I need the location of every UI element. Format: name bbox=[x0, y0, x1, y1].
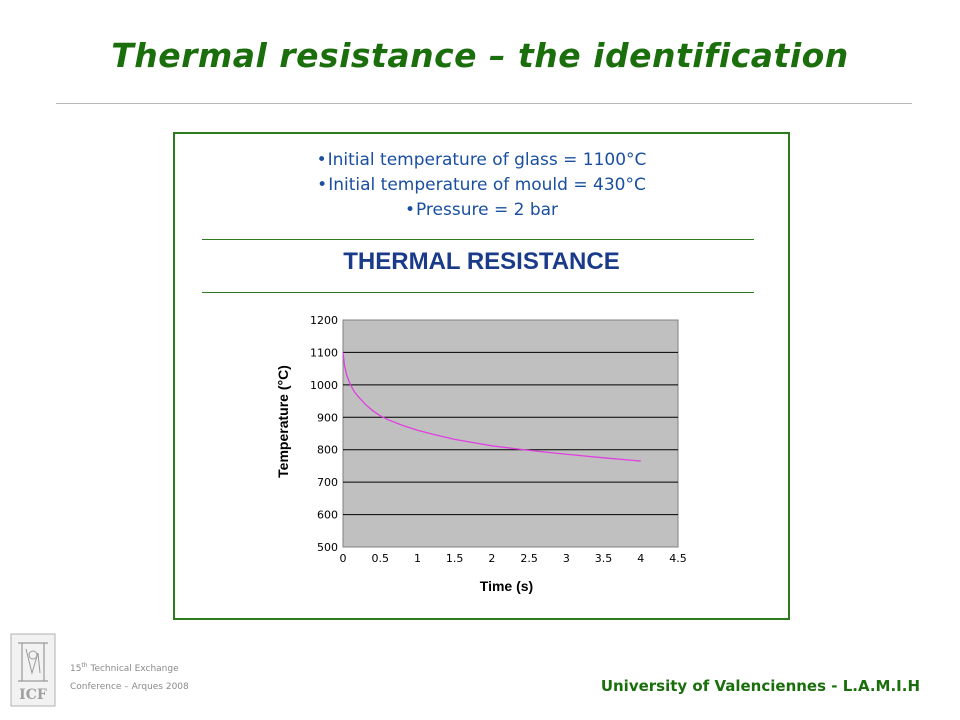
bullet-list: Initial temperature of glass = 1100°C In… bbox=[175, 148, 788, 223]
bullet-glass-temperature: Initial temperature of glass = 1100°C bbox=[175, 148, 788, 173]
x-tick-label: 0 bbox=[340, 552, 347, 565]
temperature-chart: 500 600 700 800 900 1000 1100 1200 0 0.5 1 1.5 2 2.5 3… bbox=[275, 314, 687, 594]
y-axis-label: Temperature (°C) bbox=[275, 365, 291, 478]
y-tick-label: 1100 bbox=[310, 346, 338, 359]
conference-label: 15th Technical Exchange Conference – Arq… bbox=[70, 662, 189, 692]
icf-logo: ICF bbox=[10, 633, 56, 707]
x-tick-label: 3.5 bbox=[595, 552, 613, 565]
bullet-pressure: Pressure = 2 bar bbox=[175, 198, 788, 223]
subtitle-top-rule bbox=[202, 239, 754, 240]
slide-title: Thermal resistance – the identification bbox=[111, 36, 849, 75]
y-tick-label: 500 bbox=[317, 541, 338, 554]
y-tick-label: 1000 bbox=[310, 379, 338, 392]
x-tick-label: 4.5 bbox=[669, 552, 687, 565]
x-tick-label: 1.5 bbox=[446, 552, 464, 565]
x-tick-label: 2.5 bbox=[520, 552, 538, 565]
y-tick-label: 700 bbox=[317, 476, 338, 489]
y-tick-label: 1200 bbox=[310, 314, 338, 327]
y-tick-label: 800 bbox=[317, 444, 338, 457]
x-tick-label: 3 bbox=[563, 552, 570, 565]
y-tick-label: 600 bbox=[317, 509, 338, 522]
plot-area bbox=[342, 319, 679, 548]
title-divider bbox=[56, 103, 912, 104]
x-tick-label: 0.5 bbox=[371, 552, 389, 565]
y-tick-label: 900 bbox=[317, 411, 338, 424]
chart-heading: THERMAL RESISTANCE bbox=[343, 248, 620, 275]
x-axis-label: Time (s) bbox=[480, 578, 533, 594]
content-panel: Initial temperature of glass = 1100°C In… bbox=[173, 132, 790, 620]
bullet-mould-temperature: Initial temperature of mould = 430°C bbox=[175, 173, 788, 198]
x-tick-label: 4 bbox=[637, 552, 644, 565]
svg-text:ICF: ICF bbox=[19, 687, 47, 703]
subtitle-bottom-rule bbox=[202, 292, 754, 293]
temperature-curve bbox=[342, 352, 641, 462]
university-label: University of Valenciennes - L.A.M.I.H bbox=[600, 677, 920, 695]
x-tick-label: 1 bbox=[414, 552, 421, 565]
x-tick-label: 2 bbox=[488, 552, 495, 565]
